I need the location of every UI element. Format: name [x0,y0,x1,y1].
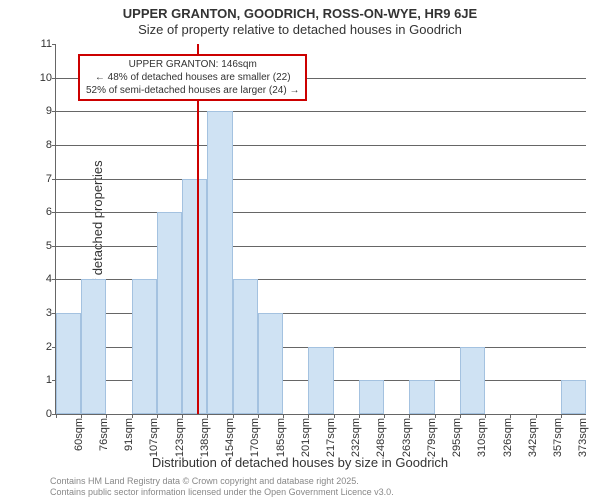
histogram-bar [182,179,207,414]
y-tick-mark [52,44,56,45]
x-axis-label: Distribution of detached houses by size … [0,455,600,470]
x-tick-label: 201sqm [300,418,312,457]
annotation-line: ← 48% of detached houses are smaller (22… [86,71,299,84]
gridline [56,111,586,112]
footer-line: Contains public sector information licen… [50,487,394,498]
x-tick-mark [157,414,158,418]
histogram-bar [56,313,81,414]
x-tick-mark [435,414,436,418]
x-tick-mark [485,414,486,418]
x-tick-label: 170sqm [249,418,261,457]
x-tick-label: 154sqm [224,418,236,457]
x-tick-label: 185sqm [275,418,287,457]
x-tick-label: 279sqm [426,418,438,457]
gridline [56,246,586,247]
x-tick-label: 123sqm [174,418,186,457]
footer-line: Contains HM Land Registry data © Crown c… [50,476,394,487]
histogram-bar [81,279,106,414]
x-tick-label: 373sqm [577,418,589,457]
x-tick-label: 138sqm [199,418,211,457]
x-tick-label: 310sqm [476,418,488,457]
histogram-bar [308,347,333,414]
histogram-bar [561,380,586,414]
x-tick-mark [359,414,360,418]
x-tick-mark [106,414,107,418]
x-tick-mark [283,414,284,418]
x-tick-label: 263sqm [401,418,413,457]
x-tick-label: 107sqm [148,418,160,457]
x-tick-mark [409,414,410,418]
x-tick-label: 248sqm [375,418,387,457]
histogram-bar [233,279,258,414]
x-tick-mark [258,414,259,418]
marker-annotation: UPPER GRANTON: 146sqm← 48% of detached h… [78,54,307,101]
x-tick-label: 295sqm [451,418,463,457]
x-tick-mark [510,414,511,418]
x-tick-mark [460,414,461,418]
x-tick-label: 326sqm [502,418,514,457]
x-tick-mark [233,414,234,418]
x-tick-mark [536,414,537,418]
x-tick-mark [384,414,385,418]
histogram-bar [409,380,434,414]
x-tick-mark [56,414,57,418]
annotation-line: UPPER GRANTON: 146sqm [86,58,299,71]
histogram-bar [207,111,232,414]
gridline [56,145,586,146]
x-tick-label: 232sqm [350,418,362,457]
plot-area: 0123456789101160sqm76sqm91sqm107sqm123sq… [55,44,586,415]
x-tick-label: 357sqm [552,418,564,457]
histogram-bar [132,279,157,414]
annotation-line: 52% of semi-detached houses are larger (… [86,84,299,97]
x-tick-mark [308,414,309,418]
x-tick-label: 91sqm [123,418,135,451]
x-tick-mark [182,414,183,418]
x-tick-mark [132,414,133,418]
x-tick-mark [561,414,562,418]
chart-title-main: UPPER GRANTON, GOODRICH, ROSS-ON-WYE, HR… [0,6,600,21]
x-tick-mark [207,414,208,418]
x-tick-label: 60sqm [73,418,85,451]
x-tick-label: 76sqm [98,418,110,451]
gridline [56,212,586,213]
histogram-bar [359,380,384,414]
histogram-bar [258,313,283,414]
footer-attribution: Contains HM Land Registry data © Crown c… [50,476,394,498]
x-tick-label: 342sqm [527,418,539,457]
gridline [56,179,586,180]
chart-title-sub: Size of property relative to detached ho… [0,22,600,37]
histogram-bar [460,347,485,414]
x-tick-mark [81,414,82,418]
x-tick-mark [334,414,335,418]
x-tick-label: 217sqm [325,418,337,457]
histogram-bar [157,212,182,414]
